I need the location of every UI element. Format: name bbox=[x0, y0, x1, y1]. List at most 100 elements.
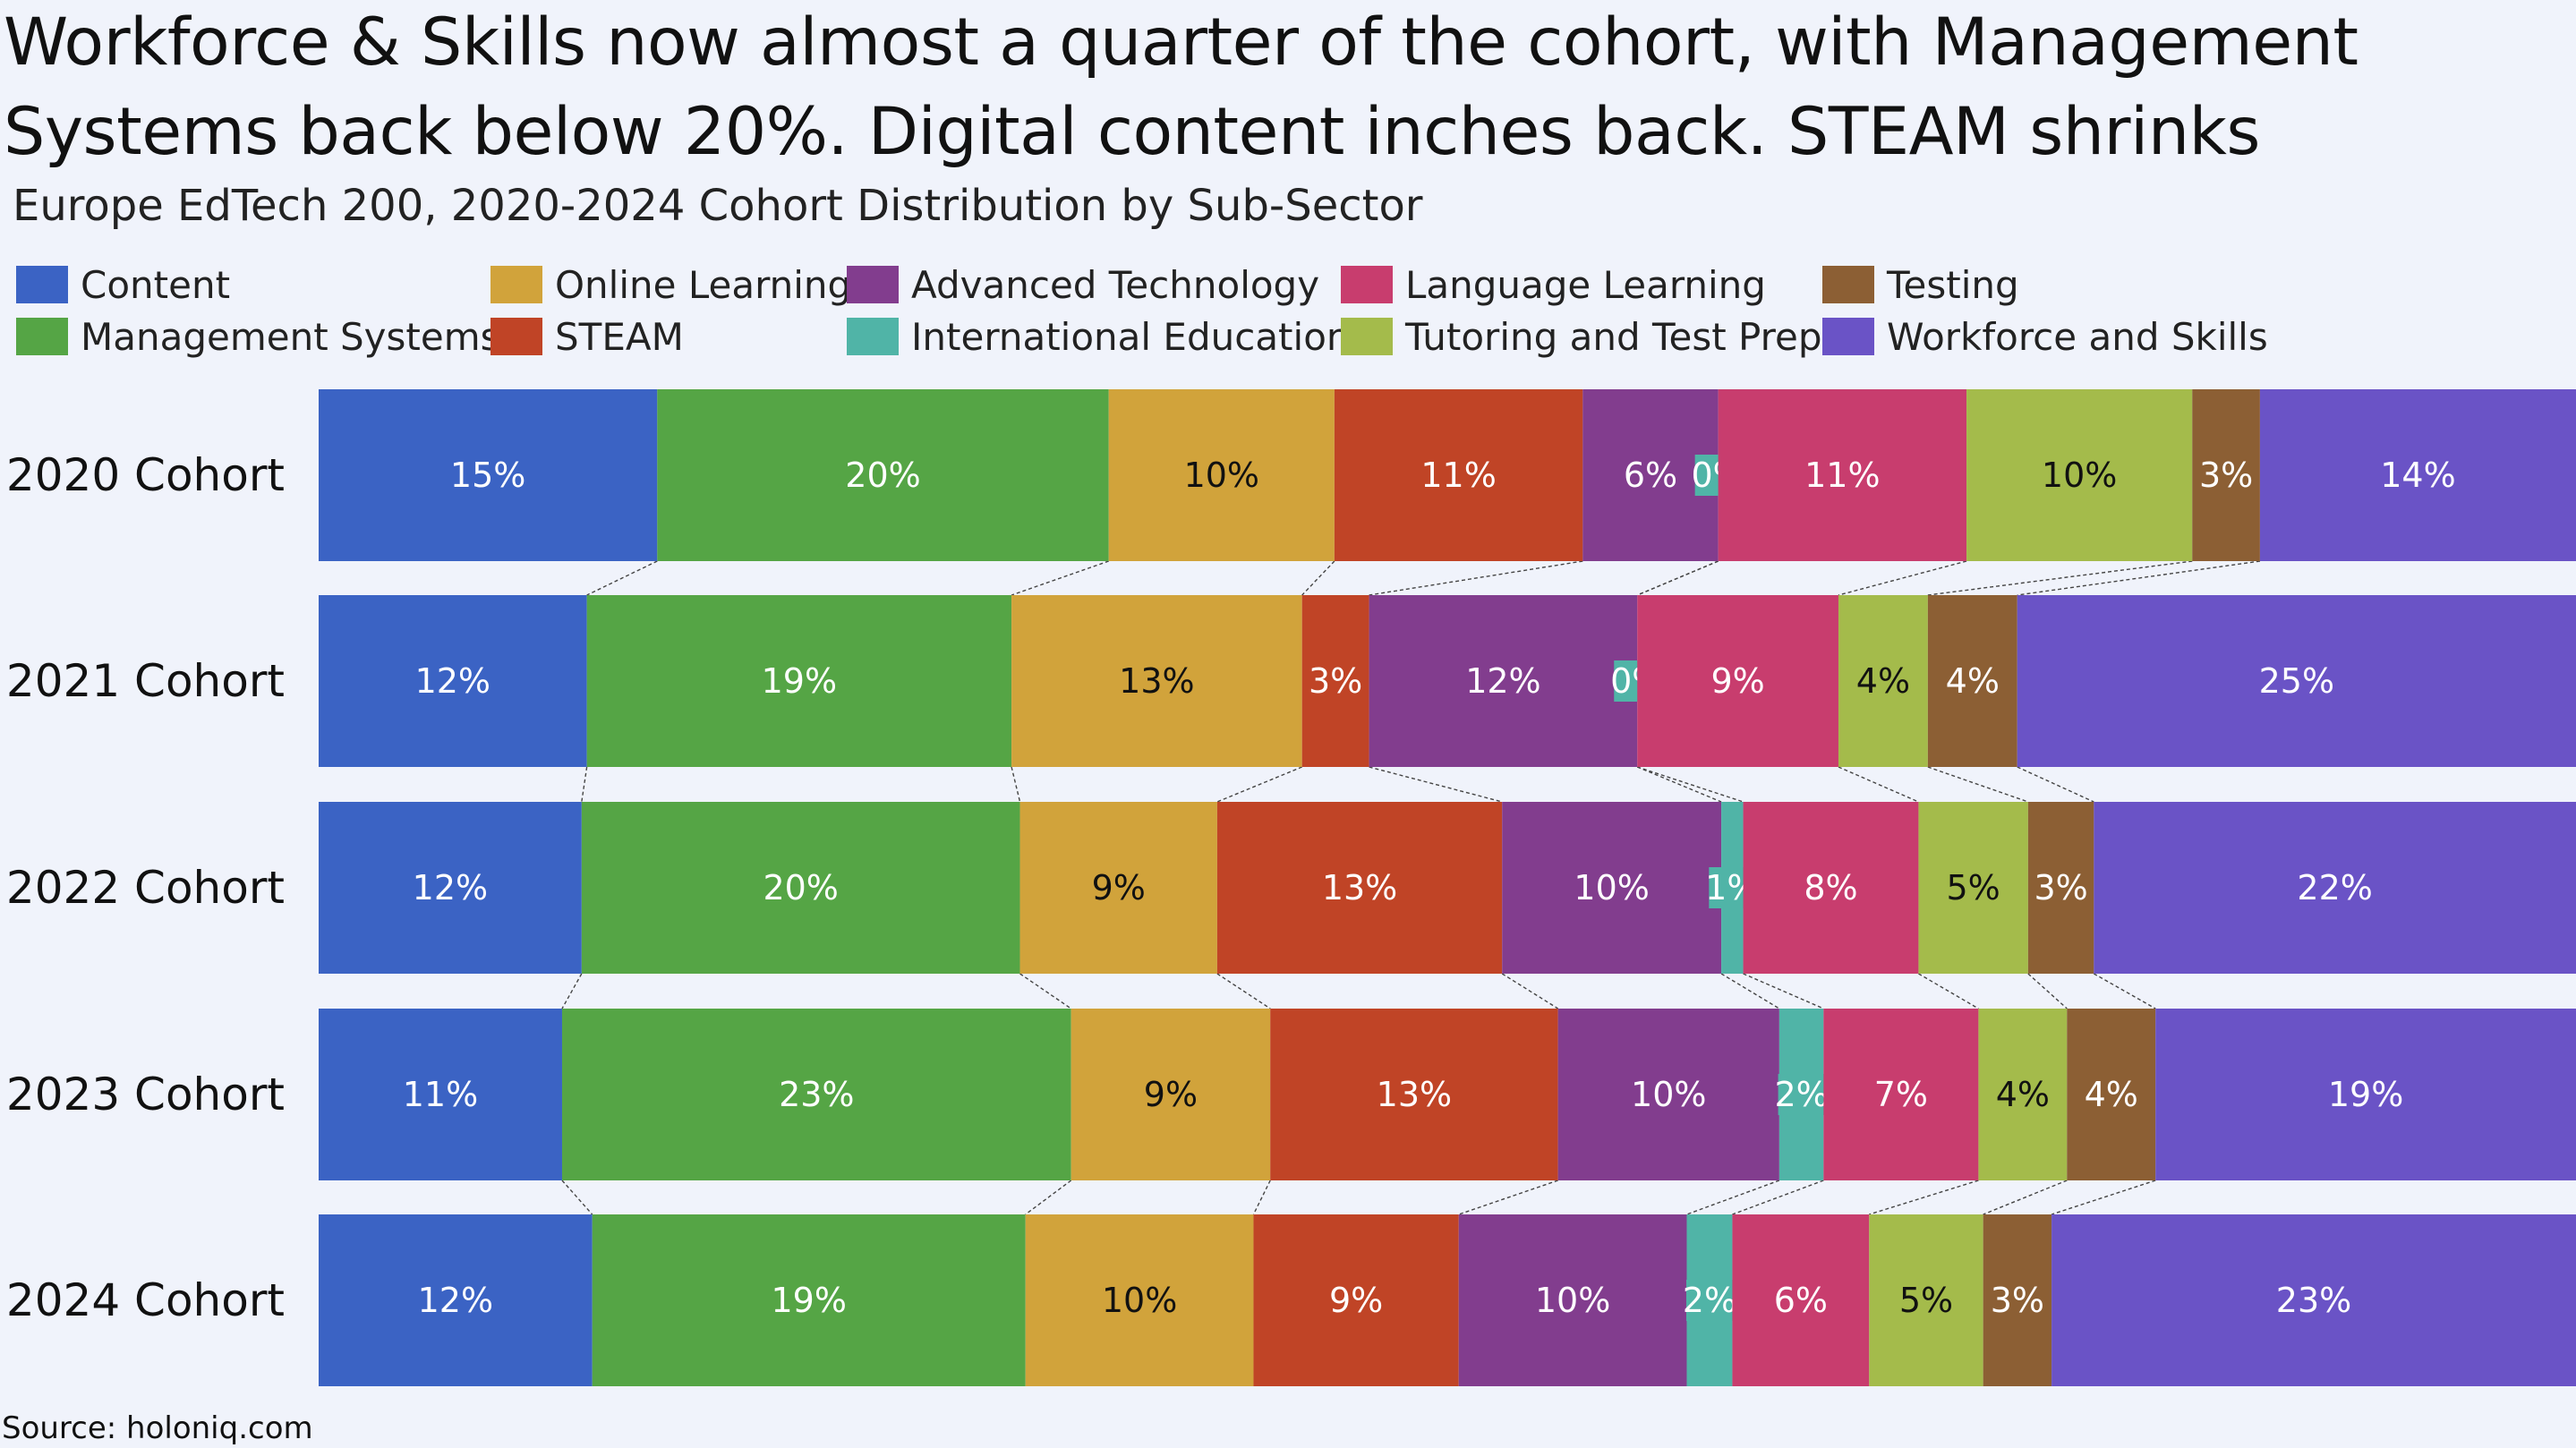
bar-segment bbox=[581, 802, 1020, 974]
connector-line bbox=[1927, 560, 2193, 596]
stacked-bar-chart: 2020 Cohort15%20%10%11%6%0%11%10%3%14%20… bbox=[6, 389, 2576, 1386]
data-label: 19% bbox=[771, 1281, 846, 1320]
connector-line bbox=[1743, 973, 1824, 1009]
bar-segment bbox=[1334, 389, 1583, 561]
data-label: 11% bbox=[1420, 456, 1496, 495]
bar-segment bbox=[586, 595, 1012, 767]
connector-line bbox=[1301, 560, 1335, 596]
legend-swatch bbox=[847, 266, 899, 303]
connector-line bbox=[1918, 973, 1979, 1009]
legend-label: Online Learning bbox=[555, 262, 852, 307]
bar-segment bbox=[2155, 1009, 2576, 1180]
bar-segment bbox=[319, 595, 587, 767]
bar-segment bbox=[1637, 595, 1838, 767]
data-label: 3% bbox=[2199, 456, 2253, 495]
data-label: 3% bbox=[2034, 868, 2087, 907]
connector-line bbox=[2027, 973, 2068, 1009]
connector-line bbox=[561, 973, 583, 1009]
connector-line bbox=[1838, 766, 1919, 803]
legend-item-advanced-technology: Advanced Technology bbox=[847, 260, 1319, 310]
data-label: 20% bbox=[845, 456, 920, 495]
data-label: 20% bbox=[763, 868, 838, 907]
category-label: 2024 Cohort bbox=[6, 1274, 285, 1326]
data-label: 4% bbox=[1946, 661, 2000, 701]
legend-label: Management Systems bbox=[81, 314, 500, 359]
connector-lines bbox=[561, 560, 2261, 1215]
data-label: 10% bbox=[1631, 1075, 1706, 1114]
bar-segment bbox=[319, 389, 658, 561]
legend-swatch bbox=[16, 266, 68, 303]
connector-line bbox=[2017, 560, 2261, 596]
legend-item-online-learning: Online Learning bbox=[490, 260, 851, 310]
data-label: 9% bbox=[1329, 1281, 1383, 1320]
data-label: 15% bbox=[450, 456, 525, 495]
data-label: 23% bbox=[2276, 1281, 2351, 1320]
connector-line bbox=[1732, 1180, 1824, 1215]
connector-line bbox=[1019, 973, 1072, 1009]
bar-row: 2022 Cohort 12% 20% 9% 13% 10% 1% 8% 5% 3% 22% bbox=[6, 802, 2576, 974]
connector-line bbox=[1025, 1180, 1072, 1215]
legend-label: Language Learning bbox=[1405, 262, 1766, 307]
data-label: 2% bbox=[1774, 1075, 1828, 1114]
legend-swatch bbox=[490, 266, 542, 303]
connector-line bbox=[1637, 766, 1744, 803]
legend-label: Content bbox=[81, 262, 231, 307]
data-label: 6% bbox=[1624, 456, 1677, 495]
data-label: 6% bbox=[1774, 1281, 1828, 1320]
connector-line bbox=[586, 560, 658, 596]
connector-line bbox=[1011, 766, 1021, 803]
bar-segment bbox=[1983, 1214, 2052, 1386]
connector-line bbox=[1011, 560, 1109, 596]
bar-segment bbox=[2094, 802, 2576, 974]
data-label: 4% bbox=[1996, 1075, 2050, 1114]
bar-segment bbox=[2017, 595, 2576, 767]
bar-segment bbox=[1838, 595, 1928, 767]
bar-segment bbox=[561, 1009, 1071, 1180]
connector-line bbox=[1458, 1180, 1558, 1215]
data-label: 12% bbox=[415, 661, 490, 701]
bar-segment bbox=[657, 389, 1109, 561]
data-label: 10% bbox=[1574, 868, 1649, 907]
bar-segment bbox=[1458, 1214, 1687, 1386]
connector-line bbox=[1252, 1180, 1271, 1215]
category-label: 2021 Cohort bbox=[6, 655, 285, 707]
connector-line bbox=[2093, 973, 2156, 1009]
data-label: 23% bbox=[779, 1075, 854, 1114]
data-label: 12% bbox=[418, 1281, 493, 1320]
bar-segment bbox=[2259, 389, 2576, 561]
data-label: 7% bbox=[1874, 1075, 1928, 1114]
bar-segment bbox=[1108, 389, 1335, 561]
bar-segment bbox=[319, 1214, 593, 1386]
data-label: 10% bbox=[1102, 1281, 1177, 1320]
connector-line bbox=[2017, 766, 2094, 803]
legend-item-testing: Testing bbox=[1822, 260, 2019, 310]
bar-segment bbox=[1718, 389, 1967, 561]
bar-segment bbox=[2027, 802, 2094, 974]
legend-swatch bbox=[1341, 318, 1393, 355]
bar-segment bbox=[1270, 1009, 1558, 1180]
data-label: 4% bbox=[2085, 1075, 2138, 1114]
bar-segment bbox=[1823, 1009, 1979, 1180]
data-label-badge bbox=[1685, 1280, 1733, 1321]
legend-item-language-learning: Language Learning bbox=[1341, 260, 1766, 310]
data-label: 14% bbox=[2380, 456, 2455, 495]
data-label: 9% bbox=[1092, 868, 1146, 907]
data-label: 13% bbox=[1377, 1075, 1452, 1114]
category-label: 2020 Cohort bbox=[6, 449, 285, 501]
legend-swatch bbox=[847, 318, 899, 355]
category-label: 2022 Cohort bbox=[6, 862, 285, 914]
bar-segment bbox=[1025, 1214, 1254, 1386]
connector-line bbox=[581, 766, 588, 803]
data-label: 5% bbox=[1947, 868, 2000, 907]
bar-segment bbox=[1732, 1214, 1870, 1386]
legend-label: Advanced Technology bbox=[911, 262, 1320, 307]
bar-segment bbox=[2067, 1009, 2156, 1180]
connector-line bbox=[1216, 973, 1271, 1009]
bar-segment bbox=[1966, 389, 2193, 561]
connector-line bbox=[1369, 766, 1503, 803]
connector-line bbox=[561, 1180, 593, 1215]
bar-segment bbox=[1918, 802, 2028, 974]
legend-label: Workforce and Skills bbox=[1887, 314, 2268, 359]
bar-segment bbox=[2051, 1214, 2576, 1386]
